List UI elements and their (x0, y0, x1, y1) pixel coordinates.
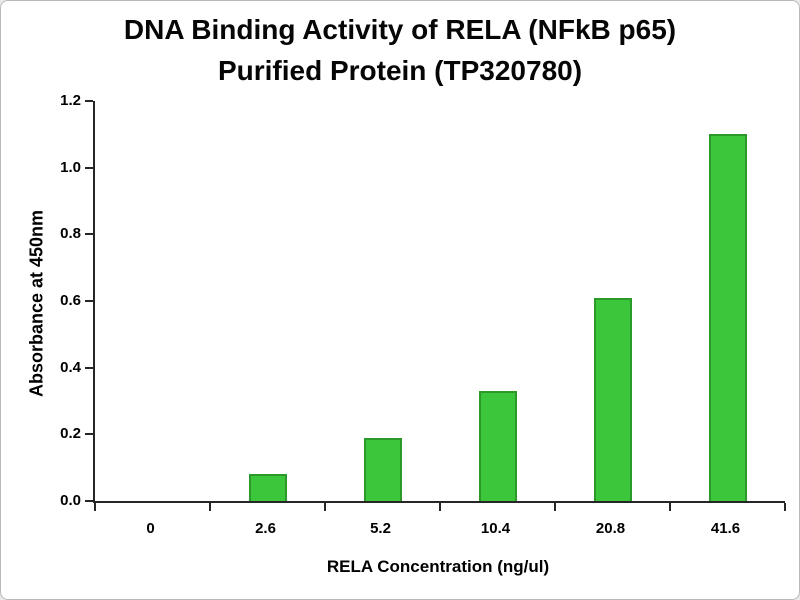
y-tick-mark (85, 433, 93, 436)
y-tick-mark (85, 233, 93, 236)
x-tick-label: 20.8 (595, 520, 626, 537)
y-tick-mark (85, 166, 93, 169)
y-tick-label: 1.2 (60, 92, 81, 109)
x-tick-mark (439, 503, 441, 511)
bar-20.8 (593, 297, 632, 501)
plot-area (85, 100, 786, 511)
x-tick-label: 0 (146, 520, 155, 537)
y-tick-label: 1.0 (60, 158, 81, 176)
y-tick-mark (85, 366, 93, 369)
x-tick-mark (669, 503, 671, 511)
x-tick-label: 41.6 (710, 520, 741, 537)
x-tick-label: 5.2 (370, 520, 391, 537)
bar-2.6 (248, 474, 287, 501)
y-tick-label: 0.2 (60, 425, 81, 443)
y-tick-mark (85, 500, 93, 502)
x-tick-label: 10.4 (480, 520, 511, 537)
y-tick-label: 0.8 (60, 225, 81, 243)
bar-5.2 (363, 437, 402, 501)
y-tick-mark (85, 100, 93, 102)
x-tick-mark (94, 503, 96, 511)
y-tick-label: 0.6 (60, 292, 81, 309)
x-axis-label: RELA Concentration (ng/ul) (326, 557, 550, 576)
x-tick-mark (554, 503, 556, 511)
chart-title: DNA Binding Activity of RELA (NFkB p65) … (1, 9, 799, 91)
chart-title-line1: DNA Binding Activity of RELA (NFkB p65) (123, 14, 677, 45)
x-tick-mark (324, 503, 326, 511)
bar-41.6 (708, 134, 747, 501)
x-tick-mark (784, 503, 786, 511)
y-tick-mark (85, 300, 93, 302)
y-tick-label: 0.4 (60, 358, 81, 376)
bar-10.4 (478, 391, 517, 501)
x-tick-label: 2.6 (255, 520, 276, 537)
x-tick-mark (209, 503, 211, 511)
y-tick-label: 0.0 (60, 492, 81, 509)
chart-title-line2: Purified Protein (TP320780) (217, 55, 583, 86)
